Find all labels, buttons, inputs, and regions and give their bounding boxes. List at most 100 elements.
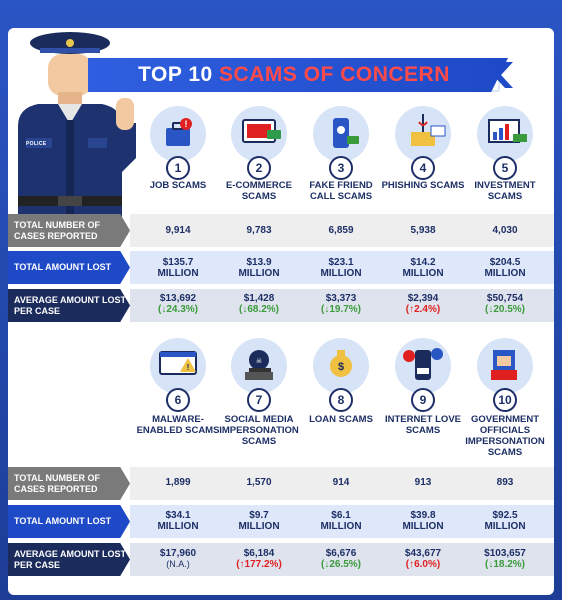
scam-icon-circle bbox=[477, 106, 533, 162]
scam-name: MALWARE-ENABLED SCAMS bbox=[136, 414, 220, 436]
percent-change: (↑6.0%) bbox=[405, 559, 441, 570]
row-label-lost-bottom: TOTAL AMOUNT LOST bbox=[8, 505, 130, 538]
band-lost-top bbox=[130, 251, 554, 284]
scam-rank-number: 6 bbox=[166, 388, 190, 412]
average-lost-value: $17,960 (N.A.) bbox=[136, 548, 220, 570]
scam-name: E-COMMERCE SCAMS bbox=[226, 180, 292, 202]
scam-column-6: ! 6 bbox=[134, 338, 222, 412]
scam-name: INTERNET LOVE SCAMS bbox=[384, 414, 461, 436]
title-banner-strip bbox=[88, 58, 508, 92]
percent-change: (↓68.2%) bbox=[238, 304, 279, 315]
average-lost-value: $43,677 (↑6.0%) bbox=[381, 548, 465, 570]
scam-rank-number: 7 bbox=[247, 388, 271, 412]
band-cases-bottom bbox=[130, 467, 554, 500]
average-lost-value: $50,754 (↓20.5%) bbox=[463, 293, 547, 315]
amount-lost-value: $6.1 MILLION bbox=[320, 510, 362, 532]
cases-value: 4,030 bbox=[492, 225, 518, 236]
scam-rank-number: 3 bbox=[329, 156, 353, 180]
amount-lost-value: $34.1 MILLION bbox=[157, 510, 199, 532]
scam-name: FAKE FRIEND CALL SCAMS bbox=[309, 180, 373, 202]
scam-name: GOVERNMENT OFFICIALS IMPERSONATION SCAMS bbox=[465, 414, 545, 458]
scam-column-7: ☠ 7 bbox=[215, 338, 303, 412]
scam-column-2: 2 bbox=[215, 106, 303, 180]
svg-text:!: ! bbox=[187, 363, 190, 372]
phishing-hook-icon bbox=[411, 114, 446, 146]
investment-chart-icon bbox=[488, 119, 527, 143]
scam-rank-number: 8 bbox=[329, 388, 353, 412]
percent-change: (↑177.2%) bbox=[236, 559, 282, 570]
average-lost-value: $6,676 (↓26.5%) bbox=[299, 548, 383, 570]
police-officer-illustration: POLICE bbox=[8, 28, 143, 218]
percent-change: (↓20.5%) bbox=[484, 304, 525, 315]
cases-value: 9,914 bbox=[165, 225, 191, 236]
scam-column-8: $8 bbox=[297, 338, 385, 412]
scam-column-4: 4 bbox=[379, 106, 467, 180]
cases-value: 1,570 bbox=[246, 477, 272, 488]
row-label-avg-bottom: AVERAGE AMOUNT LOST PER CASE bbox=[8, 543, 130, 576]
percent-change: (↓18.2%) bbox=[484, 559, 525, 570]
band-lost-bottom bbox=[130, 505, 554, 538]
official-badge-icon bbox=[491, 350, 517, 380]
row-label-cases-bottom: TOTAL NUMBER OF CASES REPORTED bbox=[8, 467, 130, 500]
svg-text:!: ! bbox=[185, 119, 188, 129]
scam-icon-circle bbox=[231, 106, 287, 162]
scam-icon-circle bbox=[395, 338, 451, 394]
scam-rank-number: 2 bbox=[247, 156, 271, 180]
amount-lost-value: $92.5 MILLION bbox=[484, 510, 526, 532]
scam-rank-number: 1 bbox=[166, 156, 190, 180]
title-part-2: SCAMS OF CONCERN bbox=[219, 63, 450, 86]
phone-call-icon bbox=[333, 118, 359, 148]
cases-value: 1,899 bbox=[165, 477, 191, 488]
scam-column-1: ! 1 bbox=[134, 106, 222, 180]
percent-change: (↓24.3%) bbox=[157, 304, 198, 315]
hacker-icon: ☠ bbox=[245, 350, 273, 380]
scam-icon-circle: ! bbox=[150, 338, 206, 394]
cases-value: 913 bbox=[414, 477, 432, 488]
band-avg-top bbox=[130, 289, 554, 322]
average-lost-value: $1,428 (↓68.2%) bbox=[217, 293, 301, 315]
scam-name: LOAN SCAMS bbox=[309, 414, 373, 425]
amount-lost-value: $23.1 MILLION bbox=[320, 257, 362, 279]
amount-lost-value: $13.9 MILLION bbox=[238, 257, 280, 279]
shopping-cart-icon bbox=[242, 119, 281, 143]
scam-rank-number: 9 bbox=[411, 388, 435, 412]
malware-warning-icon: ! bbox=[159, 351, 197, 375]
scam-icon-circle: ☠ bbox=[231, 338, 287, 394]
scam-name: INVESTMENT SCAMS bbox=[474, 180, 536, 202]
scam-name: SOCIAL MEDIA IMPERSONATION SCAMS bbox=[219, 414, 299, 447]
scam-name: JOB SCAMS bbox=[149, 180, 207, 191]
percent-change: (N.A.) bbox=[166, 559, 190, 569]
officer-badge-label: POLICE bbox=[26, 141, 47, 147]
scam-column-10: 10 bbox=[461, 338, 549, 412]
scam-icon-circle bbox=[395, 106, 451, 162]
briefcase-icon: ! bbox=[166, 118, 192, 146]
row-label-lost-top: TOTAL AMOUNT LOST bbox=[8, 251, 130, 284]
scam-icon-circle bbox=[477, 338, 533, 394]
cases-value: 5,938 bbox=[410, 225, 436, 236]
brand-logo-icon bbox=[493, 62, 513, 88]
scam-rank-number: 5 bbox=[493, 156, 517, 180]
row-label-cases-top: TOTAL NUMBER OF CASES REPORTED bbox=[8, 214, 130, 247]
average-lost-value: $13,692 (↓24.3%) bbox=[136, 293, 220, 315]
amount-lost-value: $39.8 MILLION bbox=[402, 510, 444, 532]
average-lost-value: $103,657 (↓18.2%) bbox=[463, 548, 547, 570]
love-phone-icon bbox=[403, 348, 443, 380]
row-label-avg-top: AVERAGE AMOUNT LOST PER CASE bbox=[8, 289, 130, 322]
scam-icon-circle: $ bbox=[313, 338, 369, 394]
scam-name: PHISHING SCAMS bbox=[381, 180, 465, 191]
scam-column-9: 9 bbox=[379, 338, 467, 412]
scam-icon-circle: ! bbox=[150, 106, 206, 162]
average-lost-value: $2,394 (↑2.4%) bbox=[381, 293, 465, 315]
percent-change: (↓26.5%) bbox=[320, 559, 361, 570]
cases-value: 6,859 bbox=[328, 225, 354, 236]
svg-text:☠: ☠ bbox=[256, 357, 262, 365]
scam-icon-circle bbox=[313, 106, 369, 162]
percent-change: (↓19.7%) bbox=[320, 304, 361, 315]
scam-column-3: 3 bbox=[297, 106, 385, 180]
scam-rank-number: 4 bbox=[411, 156, 435, 180]
cases-value: 893 bbox=[496, 477, 514, 488]
band-cases-top bbox=[130, 214, 554, 247]
percent-change: (↑2.4%) bbox=[405, 304, 441, 315]
amount-lost-value: $135.7 MILLION bbox=[157, 257, 199, 279]
money-bag-icon: $ bbox=[330, 350, 352, 377]
